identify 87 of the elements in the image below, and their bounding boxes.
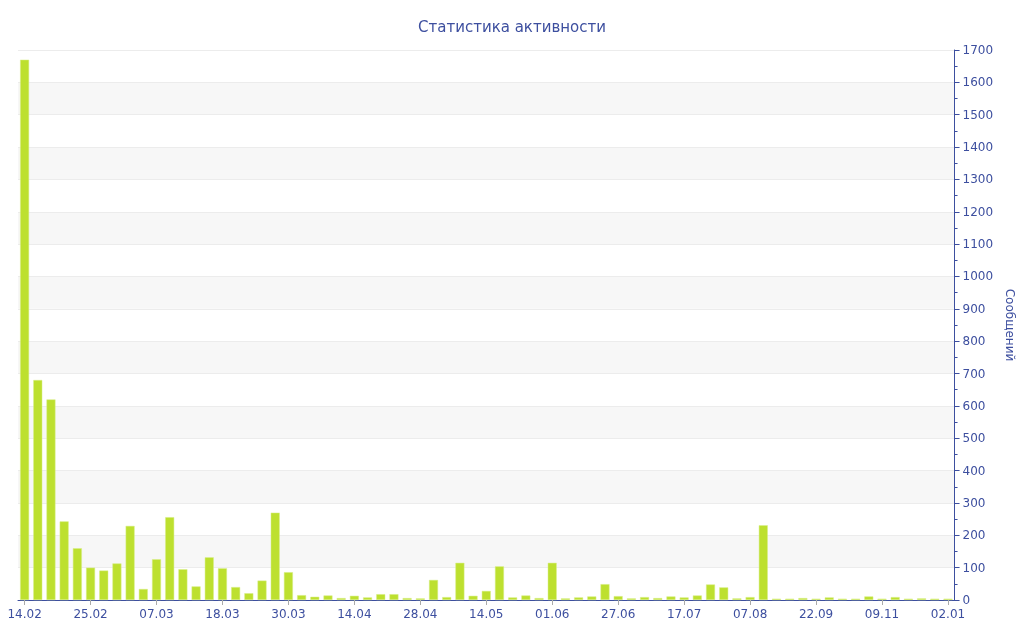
bar: [297, 595, 307, 600]
y2-tick-label: 300: [962, 495, 986, 510]
bar: [20, 59, 30, 600]
bar: [508, 597, 518, 600]
x-tick-label: 14.05: [469, 607, 504, 621]
y2-tick-label: 700: [962, 366, 986, 381]
x-tick-label: 22.09: [798, 607, 834, 621]
bar: [600, 584, 610, 600]
x-tick-label: 30.03: [271, 607, 306, 621]
x-tick-label: 14.04: [337, 607, 372, 621]
bar: [257, 580, 267, 600]
y2-tick-label: 500: [962, 431, 986, 446]
bar: [890, 597, 900, 600]
bar: [640, 597, 650, 600]
bar: [191, 586, 201, 600]
y2-tick-label: 1500: [962, 107, 994, 122]
bar: [429, 579, 438, 600]
bar: [231, 587, 241, 600]
bar: [138, 589, 148, 600]
bar: [46, 399, 56, 600]
bar: [165, 517, 175, 600]
bar: [244, 593, 254, 600]
x-tick-label: 14.02: [7, 607, 42, 621]
bar: [494, 566, 504, 600]
x-tick-label: 28.04: [403, 607, 438, 621]
x-tick-label: 18.03: [205, 607, 240, 621]
y2-tick-label: 100: [962, 560, 986, 575]
bar: [86, 567, 96, 600]
bar: [349, 595, 359, 600]
x-tick-label: 09.11: [864, 607, 900, 621]
bar: [376, 594, 386, 600]
y2-tick-label: 1700: [962, 43, 994, 57]
y2-tick-label: 400: [962, 463, 986, 478]
bar: [217, 568, 227, 600]
bar: [99, 570, 109, 600]
bar: [323, 595, 333, 600]
y2-tick-label: 800: [962, 334, 986, 349]
y2-tick-label: 1000: [962, 269, 994, 284]
x-tick-label: 17.07: [666, 607, 702, 621]
bar: [587, 596, 597, 600]
x-tick-label: 27.06: [601, 607, 636, 621]
bar: [270, 512, 280, 600]
bar: [283, 572, 293, 600]
x-tick-label: 07.08: [732, 607, 768, 621]
bar: [204, 557, 214, 600]
y2-tick-label: 0: [962, 593, 971, 607]
bar: [719, 587, 729, 600]
bar: [468, 595, 478, 600]
chart-title: Статистика активности: [418, 17, 606, 36]
y2-tick-label: 1600: [962, 75, 994, 90]
x-tick-label: 01.06: [535, 607, 570, 621]
bar: [455, 562, 465, 600]
y2-axis-title: Сообщений: [1003, 288, 1017, 362]
bar: [59, 521, 69, 600]
x-tick-label: 25.02: [73, 607, 108, 621]
y2-tick-label: 1400: [962, 140, 994, 155]
bar: [864, 596, 874, 600]
bar: [112, 563, 122, 600]
bar: [824, 597, 834, 600]
bar: [33, 380, 43, 600]
bar: [442, 597, 452, 600]
bar: [521, 595, 531, 600]
bar: [547, 562, 557, 600]
bar: [178, 569, 188, 600]
bar: [389, 594, 399, 600]
bar: [481, 590, 491, 600]
x-tick-label: 07.03: [139, 607, 174, 621]
y2-tick-label: 1100: [962, 237, 994, 252]
bar: [745, 597, 755, 600]
x-tick-label: 02.01: [930, 607, 966, 621]
bar: [679, 597, 689, 600]
bar: [666, 596, 676, 600]
bar: [692, 595, 702, 600]
bar: [72, 548, 82, 600]
bar: [152, 559, 161, 600]
y2-tick-label: 1200: [962, 204, 994, 219]
bar: [574, 597, 584, 600]
y2-tick-label: 1300: [962, 172, 994, 187]
bar: [125, 525, 135, 600]
bar: [613, 596, 623, 600]
bar: [310, 596, 320, 600]
y2-tick-label: 600: [962, 398, 986, 413]
y2-tick-label: 900: [962, 301, 986, 316]
bar: [706, 584, 716, 600]
y2-tick-label: 200: [962, 528, 986, 543]
bar: [363, 597, 373, 600]
bar: [758, 525, 768, 600]
